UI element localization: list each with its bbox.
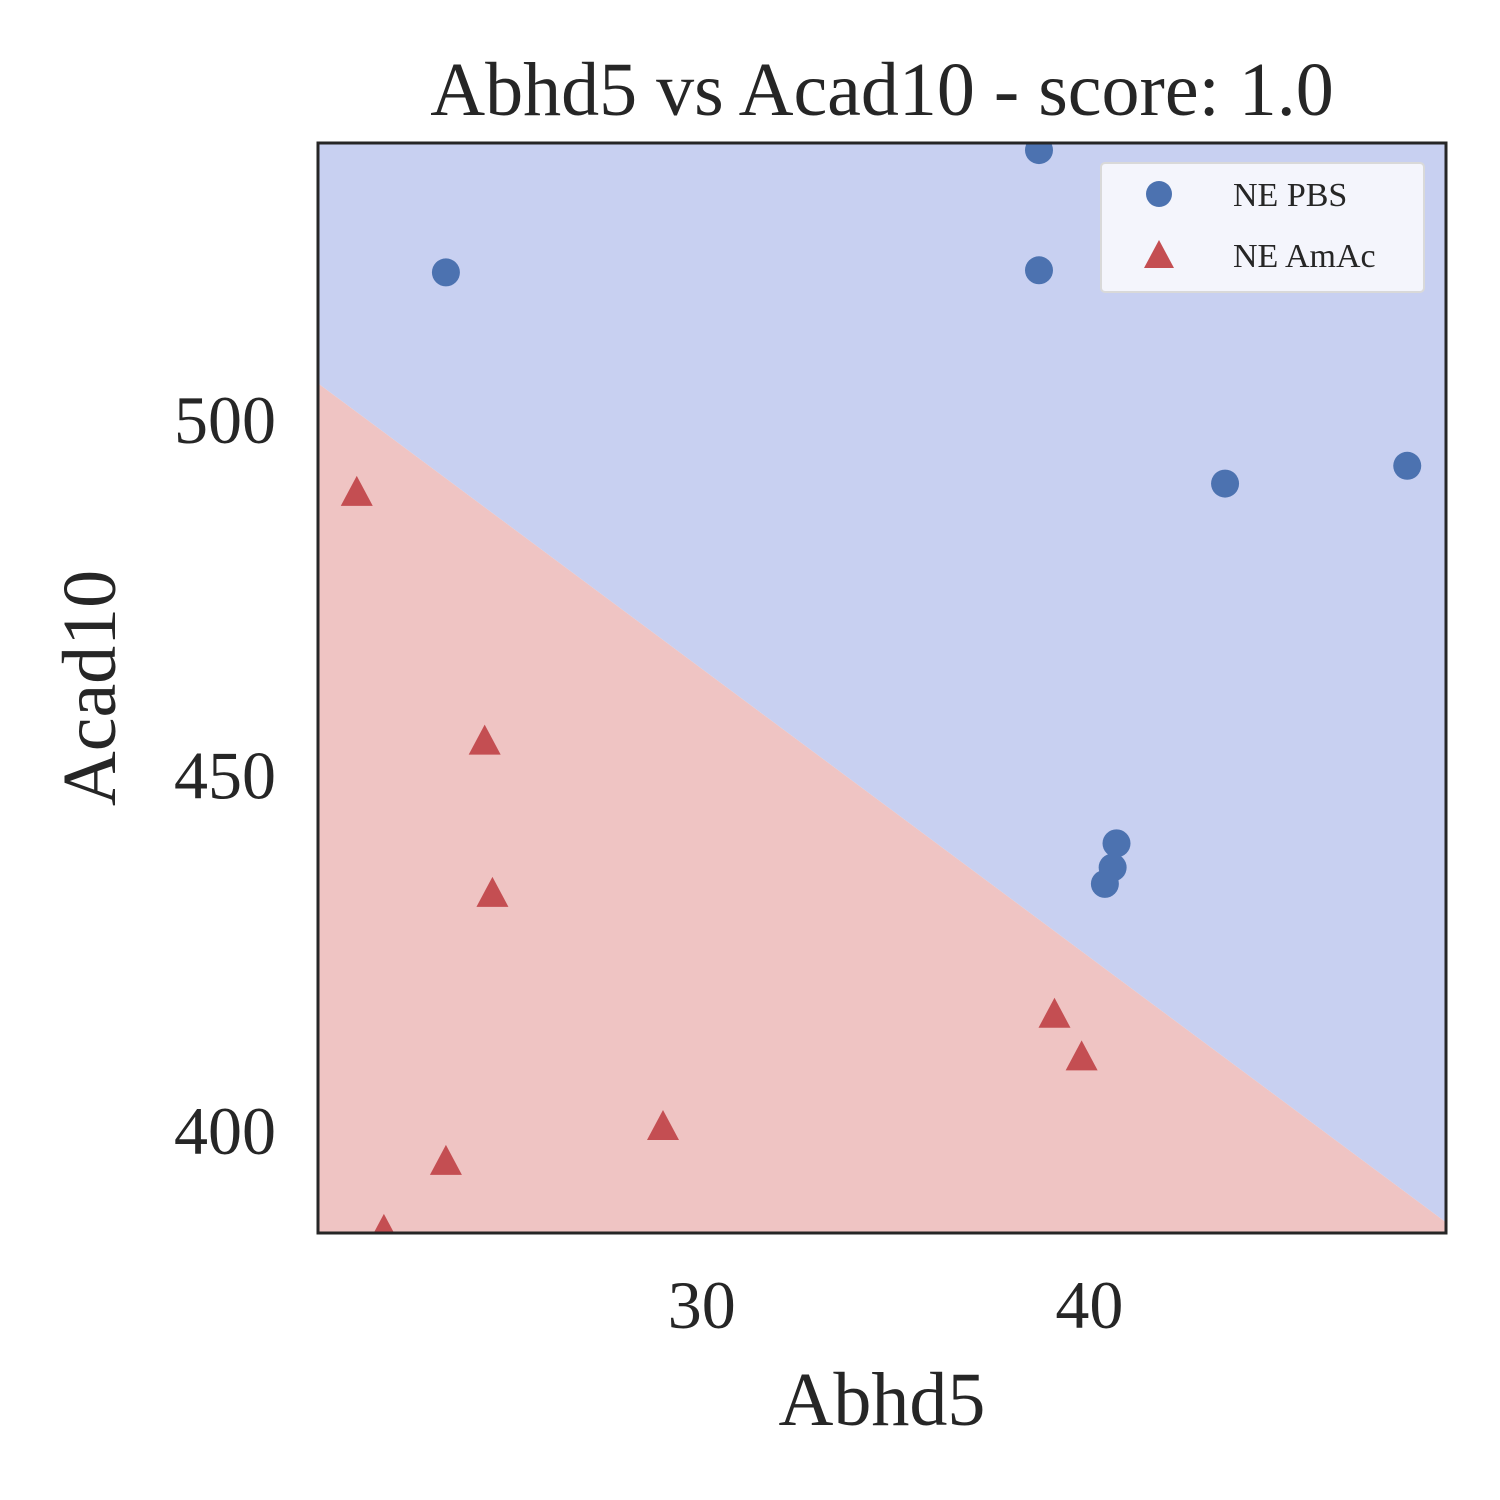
y-tick-label-450: 450 [174, 737, 276, 813]
point-ne-amac-3 [1038, 997, 1071, 1028]
point-ne-amac-0 [340, 475, 373, 506]
legend-label-ne-amac: NE AmAc [1233, 238, 1376, 275]
point-ne-pbs-5 [1102, 829, 1131, 858]
y-tick-label-400: 400 [174, 1093, 276, 1169]
region-ne-pbs [318, 143, 1446, 1223]
legend-label-ne-pbs: NE PBS [1233, 177, 1347, 214]
legend: NE PBS NE AmAc [1100, 162, 1425, 293]
point-ne-amac-7 [373, 1213, 395, 1233]
x-axis-ticks: 30 40 [668, 1267, 1124, 1343]
region-ne-amac [318, 383, 1446, 1233]
point-ne-pbs-3 [1211, 469, 1240, 498]
point-ne-pbs-2 [1024, 256, 1053, 285]
point-ne-pbs-1 [1024, 143, 1053, 165]
decision-regions [318, 143, 1446, 1233]
y-tick-label-500: 500 [174, 382, 276, 458]
point-ne-pbs-4 [1393, 451, 1422, 480]
point-ne-amac-1 [468, 724, 501, 755]
legend-box [1100, 162, 1425, 293]
plot-frame [316, 141, 1448, 1235]
x-tick-label-30: 30 [668, 1267, 736, 1343]
point-ne-amac-5 [646, 1110, 679, 1141]
y-axis-label: Acad10 [48, 570, 132, 806]
x-tick-label-40: 40 [1055, 1267, 1123, 1343]
legend-marker-ne-amac [1144, 240, 1174, 268]
point-ne-pbs-7 [1090, 869, 1119, 898]
y-axis-ticks: 400 450 500 [174, 382, 276, 1169]
point-ne-pbs-0 [431, 258, 460, 287]
chart-title: Abhd5 vs Acad10 - score: 1.0 [430, 48, 1333, 132]
point-ne-amac-6 [429, 1144, 462, 1175]
data-points [340, 143, 1422, 1233]
x-axis-label: Abhd5 [779, 1358, 986, 1442]
point-ne-amac-2 [476, 876, 509, 907]
point-ne-amac-4 [1065, 1040, 1098, 1071]
legend-marker-ne-pbs [1146, 181, 1172, 207]
